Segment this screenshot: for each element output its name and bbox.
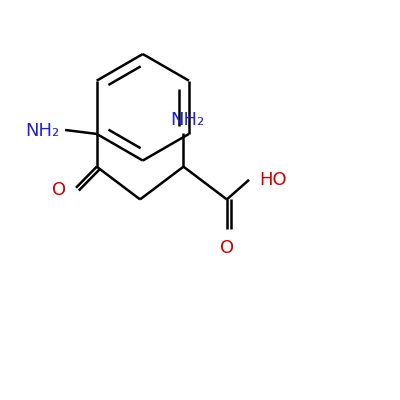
Text: NH₂: NH₂ <box>170 111 204 129</box>
Text: NH₂: NH₂ <box>25 122 59 140</box>
Text: HO: HO <box>259 171 286 189</box>
Text: O: O <box>220 239 234 257</box>
Text: O: O <box>52 181 66 199</box>
